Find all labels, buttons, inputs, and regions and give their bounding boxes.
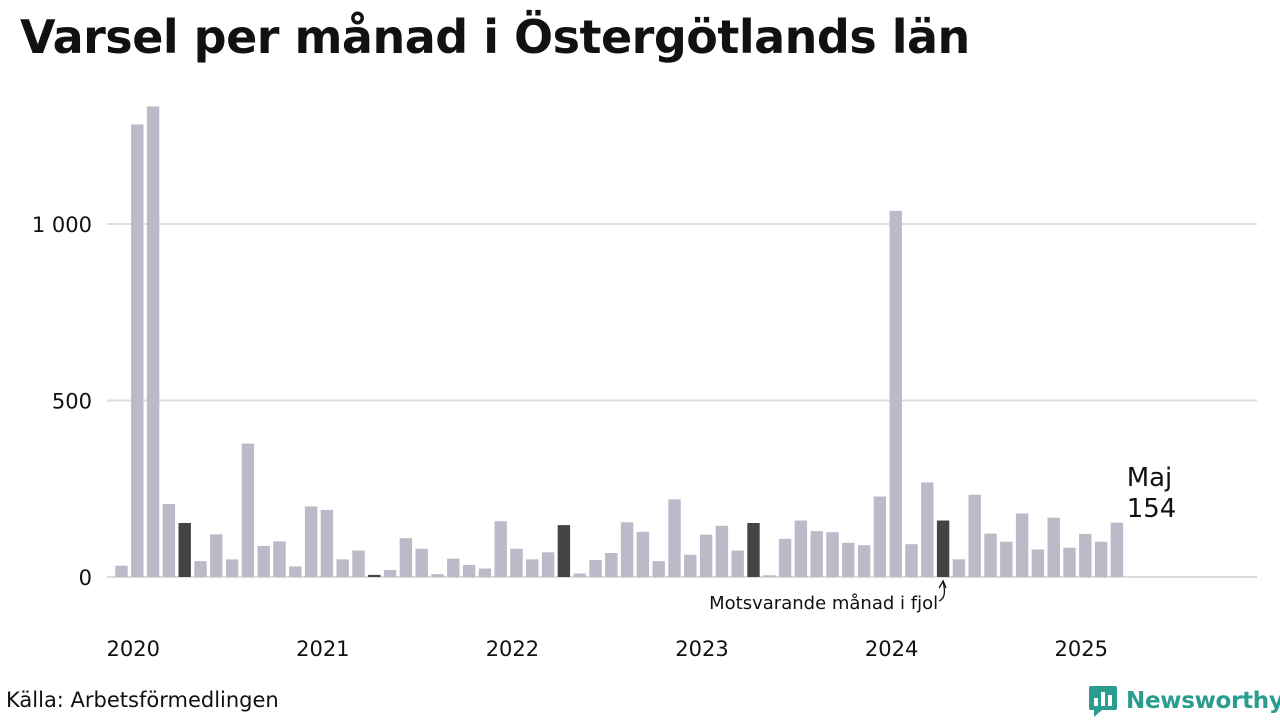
bar — [1047, 517, 1060, 577]
bar — [115, 565, 128, 577]
bar — [873, 496, 887, 577]
bar — [431, 574, 444, 577]
bar — [968, 494, 981, 577]
annotation-same-month-last-year: Motsvarande månad i fjol — [709, 593, 938, 614]
y-tick-label: 1 000 — [32, 213, 92, 237]
bar-same-month-last-year — [368, 574, 381, 577]
bar — [889, 210, 902, 577]
x-axis-tick-labels: 2020 2021 2022 2023 2024 2025 — [107, 637, 1108, 661]
bar-same-month-last-year — [557, 525, 571, 577]
annotation-arrowhead — [938, 579, 947, 589]
latest-month-value: 154 — [1127, 494, 1177, 524]
bar — [320, 509, 334, 577]
bar — [842, 542, 855, 577]
bar — [510, 548, 523, 577]
bar — [273, 541, 286, 577]
bar — [225, 559, 239, 577]
bar — [289, 566, 302, 577]
bar — [162, 503, 176, 577]
bar-same-month-last-year — [747, 522, 760, 577]
bar — [763, 575, 776, 577]
bar — [778, 538, 792, 577]
latest-month-label: Maj — [1127, 463, 1173, 493]
bar — [210, 534, 223, 577]
bar — [1094, 541, 1108, 577]
bar-same-month-last-year — [178, 522, 191, 577]
chart-title: Varsel per månad i Östergötlands län — [20, 10, 970, 64]
bar — [605, 552, 618, 577]
bar — [526, 559, 539, 577]
x-tick-label-2023: 2023 — [675, 637, 728, 661]
bar — [541, 552, 555, 577]
x-tick-label-2021: 2021 — [296, 637, 349, 661]
bar-same-month-last-year — [936, 520, 950, 577]
bar — [1015, 513, 1029, 577]
bar — [794, 520, 808, 577]
bar — [826, 532, 839, 577]
gridlines — [107, 223, 1257, 578]
bar — [1000, 541, 1013, 577]
bar — [399, 538, 413, 577]
source-note: Källa: Arbetsförmedlingen — [6, 688, 279, 712]
bar — [668, 499, 681, 577]
bar — [146, 106, 160, 578]
bar — [684, 554, 697, 577]
bar — [857, 545, 871, 577]
bar — [336, 559, 349, 577]
bar — [620, 522, 634, 577]
bar — [131, 124, 144, 577]
bar — [1110, 522, 1124, 577]
bar — [194, 561, 207, 577]
newsworthy-logo-icon — [1089, 686, 1117, 717]
bars — [115, 106, 1124, 578]
newsworthy-logo-text: Newsworthy — [1126, 688, 1280, 714]
bar-chart: 0 500 1 000 2020 2021 2022 2023 2024 2025 Motsv… — [32, 106, 1257, 661]
x-tick-label-2024: 2024 — [865, 637, 918, 661]
bar — [573, 573, 586, 577]
bar — [984, 533, 997, 577]
bar — [478, 568, 492, 577]
bar — [636, 531, 650, 577]
bar — [447, 558, 460, 577]
annotation-arrow — [938, 581, 946, 602]
bar — [1031, 549, 1045, 577]
bar — [241, 443, 255, 577]
bar — [304, 506, 318, 577]
y-tick-label: 0 — [79, 566, 92, 590]
bar — [905, 544, 918, 577]
bar — [699, 534, 713, 577]
bar — [921, 482, 934, 577]
y-tick-label: 500 — [52, 390, 92, 414]
bar — [652, 561, 665, 577]
bar — [462, 564, 476, 577]
bar — [810, 531, 823, 577]
newsworthy-logo[interactable]: Newsworthy — [1088, 684, 1280, 718]
bar — [589, 560, 602, 577]
bar — [383, 569, 397, 577]
x-tick-label-2025: 2025 — [1055, 637, 1108, 661]
bar — [494, 521, 507, 577]
x-tick-label-2020: 2020 — [107, 637, 160, 661]
bar — [257, 545, 270, 577]
bar — [715, 525, 729, 577]
bar — [1063, 547, 1076, 577]
bar — [952, 559, 966, 577]
bar — [352, 550, 365, 577]
bar — [1079, 533, 1092, 577]
bar — [415, 548, 428, 577]
bar — [731, 550, 744, 577]
x-tick-label-2022: 2022 — [486, 637, 539, 661]
y-axis-tick-labels: 0 500 1 000 — [32, 213, 92, 590]
